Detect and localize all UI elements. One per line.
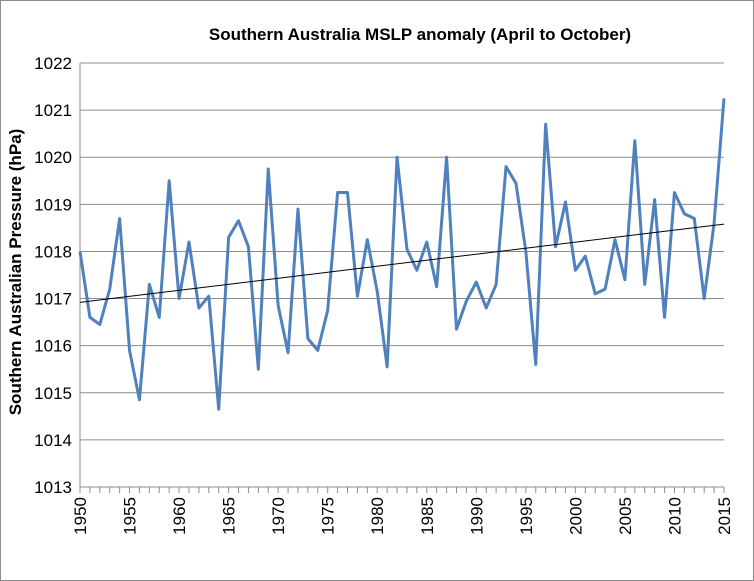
- x-tick-label: 1970: [269, 497, 288, 535]
- series-group: [78, 98, 726, 411]
- x-tick-label: 1965: [220, 497, 239, 535]
- y-tick-label: 1016: [34, 337, 72, 356]
- x-tick-labels: 1950 1955 1960 1965 1970 1975 1980 1985 1990 1995…: [71, 497, 734, 535]
- chart-title: Southern Australia MSLP anomaly (April t…: [209, 25, 631, 44]
- x-tick-label: 2005: [616, 497, 635, 535]
- x-tick-label: 1985: [418, 497, 437, 535]
- y-tick-label: 1015: [34, 384, 72, 403]
- y-tick-label: 1014: [34, 431, 72, 450]
- x-tick-label: 1980: [368, 497, 387, 535]
- x-tick-label: 1975: [319, 497, 338, 535]
- x-tick-label: 1950: [71, 497, 90, 535]
- axes: [79, 63, 725, 493]
- y-tick-label: 1022: [34, 54, 72, 73]
- y-tick-label: 1013: [34, 478, 72, 497]
- y-tick-label: 1021: [34, 101, 72, 120]
- y-tick-label: 1017: [34, 290, 72, 309]
- x-tick-label: 2010: [665, 497, 684, 535]
- y-tick-label: 1019: [34, 195, 72, 214]
- x-tick-label: 1955: [121, 497, 140, 535]
- trend-line: [79, 223, 725, 303]
- y-tick-label: 1018: [34, 242, 72, 261]
- y-tick-label: 1020: [34, 148, 72, 167]
- x-tick-label: 1990: [467, 497, 486, 535]
- y-tick-labels: 1013 1014 1015 1016 1017 1018 1019 1020 1021 1022: [34, 54, 72, 497]
- x-tick-label: 1960: [170, 497, 189, 535]
- y-axis-label: Southern Australian Pressure (hPa): [6, 129, 25, 416]
- x-tick-label: 2015: [715, 497, 734, 535]
- series-line: [78, 98, 726, 411]
- x-tick-label: 1995: [517, 497, 536, 535]
- x-tick-label: 2000: [566, 497, 585, 535]
